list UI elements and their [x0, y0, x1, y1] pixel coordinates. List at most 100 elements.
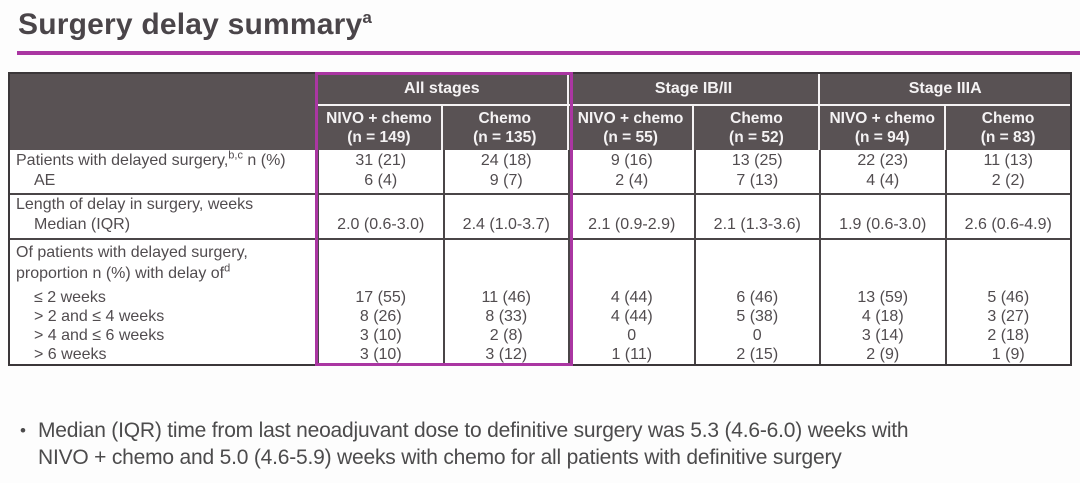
bin-value: 3 (10): [359, 327, 402, 344]
column-header-row: NIVO + chemo (n = 149) Chemo (n = 135) N…: [10, 106, 1070, 150]
median-value: 2.6 (0.6-4.9): [964, 216, 1052, 233]
bin-value: 17 (55): [355, 289, 407, 306]
page-title-superscript: a: [362, 8, 373, 27]
row-sublabel-median: Median (IQR): [34, 216, 131, 233]
delayed-surgery-cell: 13 (25) 7 (13): [693, 150, 820, 193]
bin-value: 4 (18): [861, 308, 904, 325]
row-label-delay-length: Length of delay in surgery, weeks Median…: [10, 195, 317, 238]
row-delay-distribution: Of patients with delayed surgery, propor…: [10, 238, 1070, 364]
distribution-cell: 6 (46) 5 (38) 0 2 (15): [693, 240, 820, 364]
distribution-cell: 5 (46) 3 (27) 2 (18) 1 (9): [944, 240, 1071, 364]
title-underline: [17, 51, 1080, 55]
median-cell: 2.4 (1.0-3.7): [442, 195, 569, 238]
distribution-cell: 13 (59) 4 (18) 3 (14) 2 (9): [819, 240, 945, 364]
n-label: (n = 55): [603, 129, 658, 146]
row-label-delay-distribution: Of patients with delayed surgery, propor…: [10, 240, 317, 364]
bin-value: 4 (44): [610, 308, 653, 325]
row-delay-length: Length of delay in surgery, weeks Median…: [10, 193, 1070, 238]
arm-label: Chemo: [981, 110, 1035, 127]
table-header: All stages Stage IB/II Stage IIIA NIVO +…: [10, 74, 1071, 150]
median-value: 2.1 (1.3-3.6): [713, 216, 801, 233]
bin-label: ≤ 2 weeks: [34, 289, 106, 306]
bin-value: 2 (9): [866, 346, 900, 363]
bin-value: 0: [752, 327, 762, 344]
row-label-text: Patients with delayed surgery,: [16, 152, 229, 169]
delayed-surgery-cell: 11 (13) 2 (2): [944, 150, 1071, 193]
delayed-value: 9 (16): [610, 152, 653, 169]
ae-value: 7 (13): [736, 172, 779, 189]
median-value: 1.9 (0.6-3.0): [839, 216, 927, 233]
page-title-text: Surgery delay summary: [18, 8, 363, 41]
header-label-spacer: [10, 106, 317, 150]
arm-label: NIVO + chemo: [326, 110, 432, 127]
bin-value: 5 (38): [736, 308, 779, 325]
bin-value: 4 (44): [610, 289, 653, 306]
bin-value: 8 (33): [485, 308, 528, 325]
distribution-label-line2: proportion n (%) with delay ofd: [16, 263, 313, 284]
row-label-text: Length of delay in surgery, weeks: [16, 196, 254, 213]
col-header-allstages-nivo: NIVO + chemo (n = 149): [317, 106, 441, 150]
arm-label: Chemo: [478, 110, 532, 127]
n-label: (n = 135): [473, 129, 537, 146]
bin-value: 3 (12): [485, 346, 528, 363]
bin-value: 3 (14): [861, 327, 904, 344]
bin-label: > 6 weeks: [34, 346, 107, 363]
ae-value: 2 (2): [991, 172, 1025, 189]
distribution-cell: 11 (46) 8 (33) 2 (8) 3 (12): [442, 240, 569, 364]
delayed-surgery-cell: 22 (23) 4 (4): [819, 150, 945, 193]
distribution-label-superscript: d: [224, 262, 231, 275]
row-sublabel-ae: AE: [34, 172, 56, 189]
ae-value: 9 (7): [489, 172, 523, 189]
n-label: (n = 52): [729, 129, 784, 146]
bin-value: 8 (26): [359, 308, 402, 325]
footer-text: Median (IQR) time from last neoadjuvant …: [38, 417, 909, 471]
bin-value: 2 (15): [736, 346, 779, 363]
arm-label: NIVO + chemo: [577, 110, 684, 127]
bin-value: 3 (10): [359, 346, 402, 363]
delayed-value: 24 (18): [480, 152, 532, 169]
distribution-label-line1: Of patients with delayed surgery,: [16, 244, 248, 261]
footer-line2: NIVO + chemo and 5.0 (4.6-5.9) weeks wit…: [38, 446, 842, 469]
bin-value: 2 (8): [489, 327, 523, 344]
bin-value: 2 (18): [987, 327, 1030, 344]
bin-value: 1 (11): [611, 346, 653, 363]
median-value: 2.0 (0.6-3.0): [337, 216, 425, 233]
row-label-rest: n (%): [242, 152, 286, 169]
median-cell: 2.6 (0.6-4.9): [944, 195, 1071, 238]
col-header-iiia-chemo: Chemo (n = 83): [944, 106, 1070, 150]
bin-value: 0: [627, 327, 637, 344]
median-value: 2.1 (0.9-2.9): [588, 216, 676, 233]
column-group-row: All stages Stage IB/II Stage IIIA: [10, 74, 1071, 106]
median-cell: 2.0 (0.6-3.0): [317, 195, 443, 238]
row-label-superscript: b,c: [228, 149, 243, 162]
distribution-label-block: Of patients with delayed surgery, propor…: [16, 242, 313, 288]
col-group-stage-iiia: Stage IIIA: [818, 74, 1071, 106]
bin-value: 5 (46): [987, 289, 1030, 306]
delayed-surgery-cell: 24 (18) 9 (7): [442, 150, 569, 193]
median-value: 2.4 (1.0-3.7): [462, 216, 550, 233]
arm-label: Chemo: [730, 110, 783, 127]
distribution-cell: 4 (44) 4 (44) 0 1 (11): [568, 240, 694, 364]
delayed-value: 31 (21): [355, 152, 407, 169]
distribution-label-line2-text: proportion n (%) with delay of: [16, 265, 225, 282]
footer-line1: Median (IQR) time from last neoadjuvant …: [38, 419, 909, 442]
ae-value: 4 (4): [866, 172, 900, 189]
bin-label: > 2 and ≤ 4 weeks: [34, 308, 165, 325]
median-cell: 2.1 (0.9-2.9): [568, 195, 694, 238]
median-cell: 1.9 (0.6-3.0): [819, 195, 945, 238]
bin-value: 1 (9): [991, 346, 1025, 363]
delayed-value: 22 (23): [857, 152, 909, 169]
col-group-all-stages: All stages: [317, 74, 567, 106]
delayed-value: 11 (13): [983, 152, 1033, 169]
col-header-ibii-chemo: Chemo (n = 52): [692, 106, 818, 150]
col-header-ibii-nivo: NIVO + chemo (n = 55): [566, 106, 693, 150]
arm-label: NIVO + chemo: [829, 110, 935, 127]
bin-value: 3 (27): [987, 308, 1030, 325]
delayed-value: 13 (25): [731, 152, 783, 169]
bin-value: 6 (46): [736, 289, 779, 306]
table-corner-cell: [10, 74, 317, 106]
col-header-allstages-chemo: Chemo (n = 135): [440, 106, 567, 150]
row-label-delayed-surgery: Patients with delayed surgery,b,c n (%) …: [10, 150, 317, 193]
col-header-iiia-nivo: NIVO + chemo (n = 94): [818, 106, 944, 150]
